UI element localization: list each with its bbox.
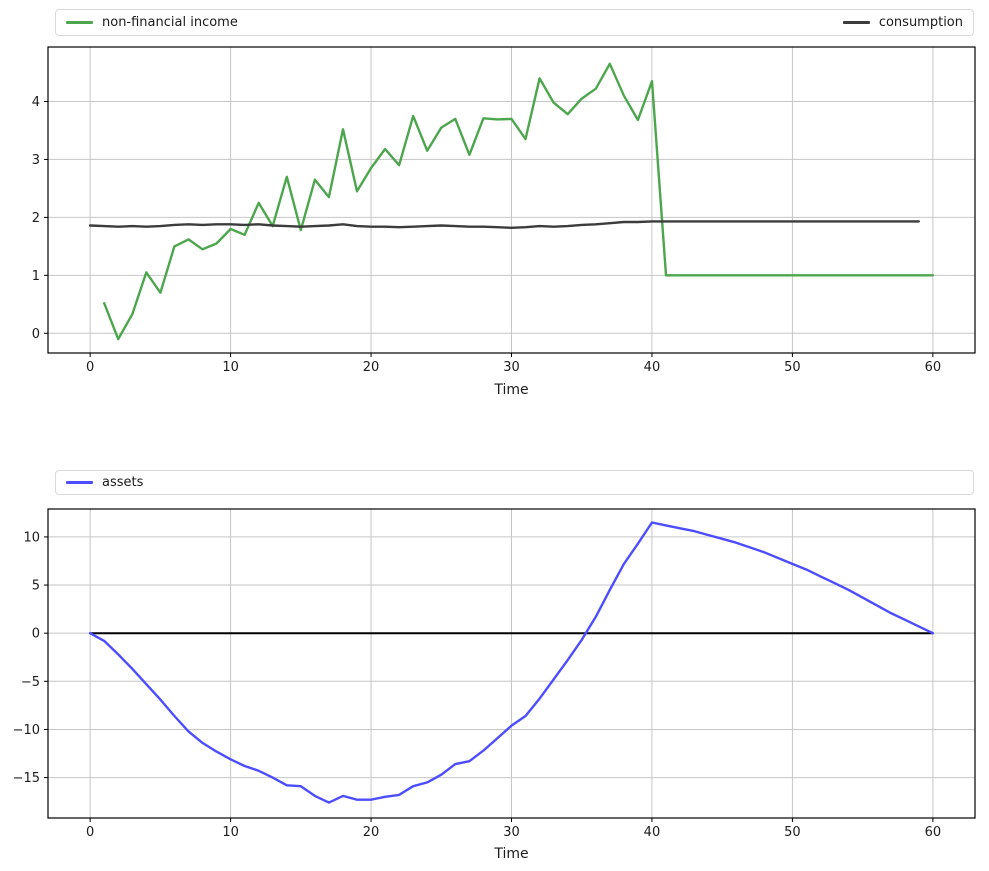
y-tick-label: 0 [32,327,40,342]
x-tick-label: 60 [925,360,942,375]
y-tick-label: 10 [23,530,40,545]
assets-line [88,521,935,804]
legend-item-assets: assets [66,475,143,490]
consumption-line [88,220,920,230]
x-tick-label: 50 [784,360,801,375]
legend-bottom: assets [55,470,974,495]
y-tick-label: −5 [21,675,40,690]
x-tick-label: 30 [503,360,520,375]
legend-label-consumption: consumption [878,15,963,30]
assets-line-swatch-icon [66,481,93,484]
y-tick-label: −15 [13,771,40,786]
y-tick-label: 1 [32,269,40,284]
x-axis-label: Time [493,846,528,862]
x-tick-label: 0 [86,360,94,375]
x-tick-label: 10 [222,360,239,375]
x-tick-label: 40 [644,360,661,375]
legend-item-consumption: consumption [842,15,963,30]
consumption-line-swatch-icon [842,21,870,24]
y-tick-label: 2 [32,211,40,226]
x-tick-label: 0 [86,825,94,840]
y-tick-label: −10 [13,723,40,738]
x-tick-label: 50 [784,825,801,840]
x-tick-label: 40 [644,825,661,840]
y-tick-label: 5 [32,579,40,594]
x-tick-label: 20 [363,360,380,375]
x-tick-label: 20 [363,825,380,840]
y-tick-label: 0 [32,627,40,642]
x-axis-label: Time [493,382,528,398]
non-financial-income-line [102,62,935,341]
x-tick-label: 60 [925,825,942,840]
legend-item-non-financial-income: non-financial income [66,15,238,30]
y-tick-label: 4 [32,95,40,110]
y-tick-label: 3 [32,153,40,168]
legend-label-assets: assets [102,475,144,490]
income-line-swatch-icon [66,21,93,24]
legend-top: non-financial income consumption [55,9,974,36]
x-tick-label: 10 [222,825,239,840]
x-tick-label: 30 [503,825,520,840]
legend-label-non-financial-income: non-financial income [102,15,238,30]
